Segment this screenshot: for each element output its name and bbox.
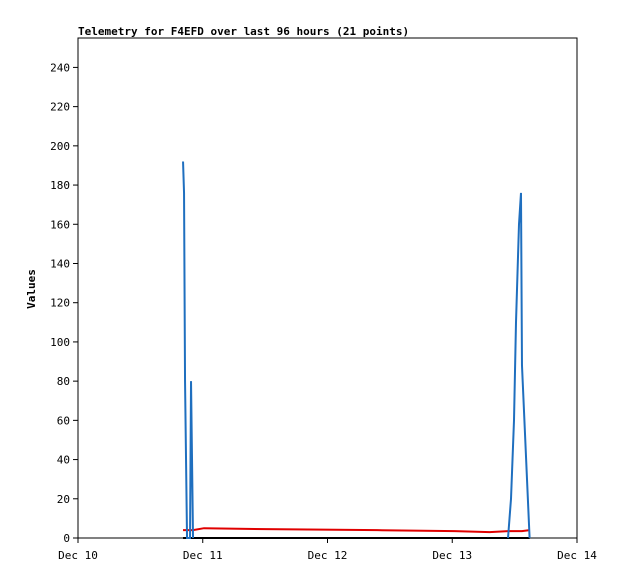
x-tick-label: Dec 12 — [308, 549, 348, 562]
y-tick-label: 160 — [50, 218, 70, 231]
y-tick-label: 80 — [57, 375, 70, 388]
y-tick-label: 60 — [57, 414, 70, 427]
y-axis-label: Values — [25, 269, 38, 309]
y-tick-label: 180 — [50, 179, 70, 192]
y-tick-label: 120 — [50, 297, 70, 310]
y-tick-label: 200 — [50, 140, 70, 153]
series-line — [183, 527, 530, 534]
x-tick-label: Dec 14 — [557, 549, 597, 562]
series-line — [182, 161, 531, 539]
y-tick-label: 20 — [57, 493, 70, 506]
y-tick-label: 100 — [50, 336, 70, 349]
y-tick-label: 0 — [63, 532, 70, 545]
x-tick-label: Dec 10 — [58, 549, 98, 562]
y-tick-label: 140 — [50, 257, 70, 270]
chart-title: Telemetry for F4EFD over last 96 hours (… — [78, 25, 409, 38]
y-tick-label: 40 — [57, 454, 70, 467]
x-tick-label: Dec 13 — [432, 549, 472, 562]
x-tick-label: Dec 11 — [183, 549, 223, 562]
y-tick-label: 220 — [50, 101, 70, 114]
y-tick-label: 240 — [50, 61, 70, 74]
